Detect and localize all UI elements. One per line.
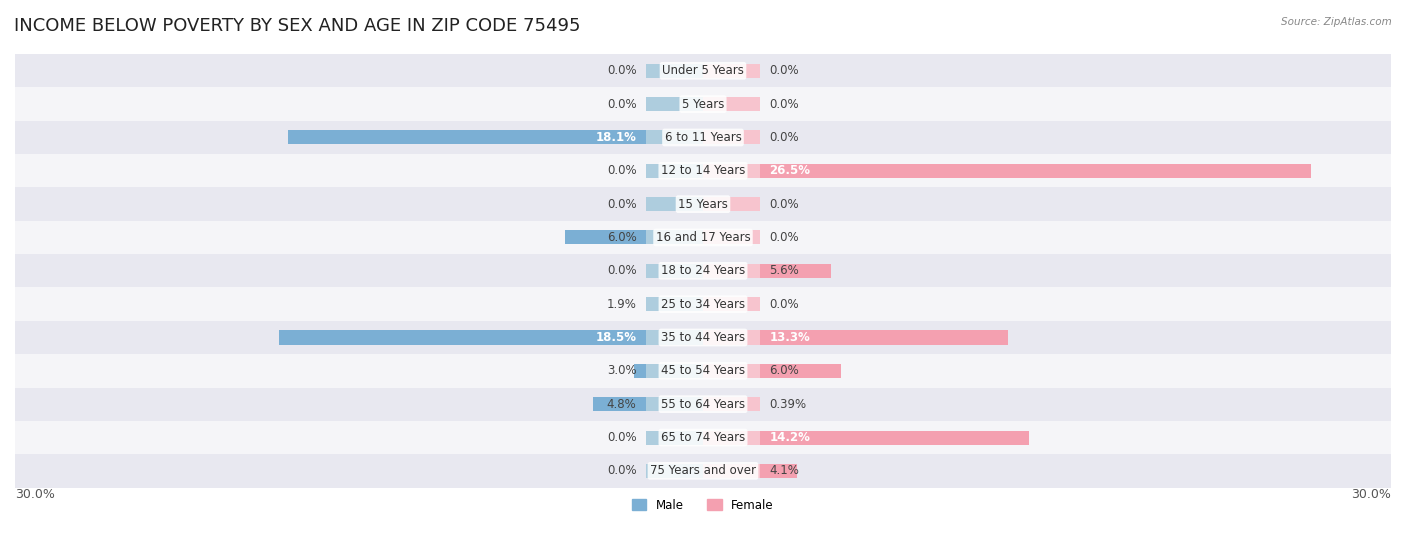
Bar (645, 197, 703, 211)
Bar (593, 397, 703, 411)
Text: 45 to 54 Years: 45 to 54 Years (661, 364, 745, 377)
Bar (15, 121, 1391, 154)
Bar (703, 64, 761, 78)
Text: 6.0%: 6.0% (769, 364, 799, 377)
Bar (645, 164, 703, 178)
Text: 0.39%: 0.39% (769, 397, 807, 411)
Bar (703, 364, 841, 378)
Bar (703, 464, 797, 478)
Bar (703, 197, 761, 211)
Text: 0.0%: 0.0% (607, 264, 637, 277)
Bar (703, 364, 761, 378)
Bar (634, 364, 703, 378)
Text: 5.6%: 5.6% (769, 264, 799, 277)
Text: 0.0%: 0.0% (607, 98, 637, 111)
Text: 55 to 64 Years: 55 to 64 Years (661, 397, 745, 411)
Text: 0.0%: 0.0% (769, 198, 799, 211)
Text: 0.0%: 0.0% (607, 164, 637, 177)
Bar (703, 297, 761, 311)
Bar (15, 87, 1391, 121)
Bar (703, 230, 761, 244)
Text: 26.5%: 26.5% (769, 164, 810, 177)
Text: 0.0%: 0.0% (769, 131, 799, 144)
Text: 0.0%: 0.0% (769, 231, 799, 244)
Bar (15, 187, 1391, 221)
Text: 12 to 14 Years: 12 to 14 Years (661, 164, 745, 177)
Text: 65 to 74 Years: 65 to 74 Years (661, 431, 745, 444)
Text: 0.0%: 0.0% (607, 465, 637, 477)
Text: 75 Years and over: 75 Years and over (650, 465, 756, 477)
Text: 13.3%: 13.3% (769, 331, 810, 344)
Bar (15, 54, 1391, 87)
Bar (15, 221, 1391, 254)
Text: 1.9%: 1.9% (606, 297, 637, 311)
Text: 0.0%: 0.0% (607, 64, 637, 77)
Bar (565, 230, 703, 244)
Legend: Male, Female: Male, Female (627, 494, 779, 517)
Text: 6 to 11 Years: 6 to 11 Years (665, 131, 741, 144)
Bar (703, 430, 1029, 444)
Bar (645, 464, 703, 478)
Bar (15, 454, 1391, 487)
Text: 0.0%: 0.0% (769, 64, 799, 77)
Bar (645, 297, 703, 311)
Bar (645, 430, 703, 444)
Bar (15, 321, 1391, 354)
Bar (15, 287, 1391, 321)
Bar (15, 154, 1391, 187)
Bar (15, 387, 1391, 421)
Bar (703, 330, 761, 344)
Text: 25 to 34 Years: 25 to 34 Years (661, 297, 745, 311)
Bar (703, 264, 831, 278)
Bar (703, 464, 761, 478)
Text: Source: ZipAtlas.com: Source: ZipAtlas.com (1281, 17, 1392, 27)
Bar (645, 397, 703, 411)
Bar (703, 164, 1310, 178)
Text: 0.0%: 0.0% (769, 297, 799, 311)
Text: 3.0%: 3.0% (607, 364, 637, 377)
Bar (703, 397, 761, 411)
Text: 0.0%: 0.0% (769, 98, 799, 111)
Bar (278, 330, 703, 344)
Text: 18.1%: 18.1% (596, 131, 637, 144)
Bar (15, 254, 1391, 287)
Text: 16 and 17 Years: 16 and 17 Years (655, 231, 751, 244)
Text: 35 to 44 Years: 35 to 44 Years (661, 331, 745, 344)
Text: 4.1%: 4.1% (769, 465, 800, 477)
Bar (645, 130, 703, 144)
Text: 4.8%: 4.8% (607, 397, 637, 411)
Bar (703, 97, 761, 111)
Text: 5 Years: 5 Years (682, 98, 724, 111)
Text: 14.2%: 14.2% (769, 431, 810, 444)
Bar (703, 130, 761, 144)
Text: 6.0%: 6.0% (607, 231, 637, 244)
Text: 0.0%: 0.0% (607, 431, 637, 444)
Text: INCOME BELOW POVERTY BY SEX AND AGE IN ZIP CODE 75495: INCOME BELOW POVERTY BY SEX AND AGE IN Z… (14, 17, 581, 35)
Text: 15 Years: 15 Years (678, 198, 728, 211)
Bar (15, 421, 1391, 454)
Bar (15, 354, 1391, 387)
Bar (645, 230, 703, 244)
Bar (703, 330, 1008, 344)
Text: 18 to 24 Years: 18 to 24 Years (661, 264, 745, 277)
Bar (645, 64, 703, 78)
Text: 18.5%: 18.5% (596, 331, 637, 344)
Text: 30.0%: 30.0% (1351, 487, 1391, 500)
Bar (659, 297, 703, 311)
Text: Under 5 Years: Under 5 Years (662, 64, 744, 77)
Bar (645, 330, 703, 344)
Bar (645, 264, 703, 278)
Text: 30.0%: 30.0% (15, 487, 55, 500)
Bar (645, 364, 703, 378)
Bar (703, 397, 711, 411)
Bar (703, 164, 761, 178)
Bar (288, 130, 703, 144)
Bar (703, 264, 761, 278)
Bar (703, 430, 761, 444)
Bar (645, 97, 703, 111)
Text: 0.0%: 0.0% (607, 198, 637, 211)
